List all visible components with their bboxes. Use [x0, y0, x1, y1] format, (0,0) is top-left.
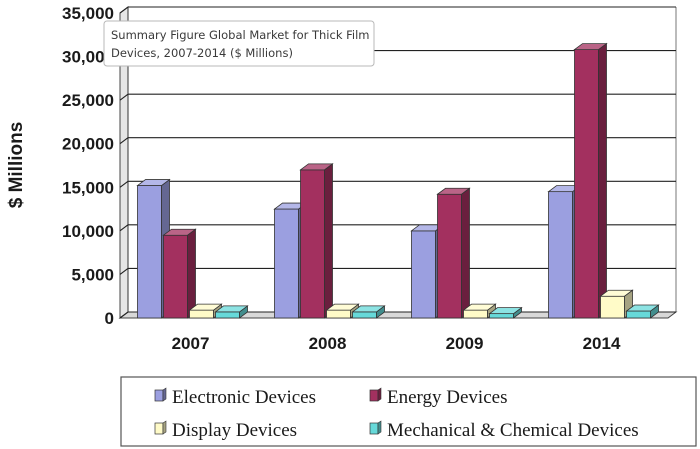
y-tick-labels: 0 5,000 10,000 15,000 20,000 25,000 30,000 35,0…	[62, 4, 114, 328]
legend-swatch	[369, 387, 382, 402]
bar	[214, 305, 249, 319]
y-tick-label: 0	[105, 309, 114, 328]
x-tick-label: 2009	[446, 334, 484, 353]
legend-swatch	[154, 387, 167, 402]
y-axis-label: $ Millions	[6, 122, 27, 209]
legend-label: Energy Devices	[387, 387, 507, 408]
x-tick-label: 2014	[583, 334, 621, 353]
bar	[351, 305, 386, 319]
bar	[599, 289, 634, 319]
gridline	[119, 6, 676, 14]
legend-item: Electronic Devices	[154, 387, 316, 408]
bar	[436, 187, 471, 319]
y-tick-label: 20,000	[62, 135, 114, 154]
legend-item: Display Devices	[154, 420, 297, 441]
gridline	[119, 180, 676, 188]
gridline	[119, 267, 676, 275]
legend-item: Energy Devices	[369, 387, 507, 408]
y-tick-label: 35,000	[62, 4, 114, 23]
y-tick-label: 25,000	[62, 91, 114, 110]
x-tick-label: 2008	[309, 334, 347, 353]
x-tick-label: 2007	[172, 334, 210, 353]
gridline	[119, 93, 676, 101]
legend-label: Display Devices	[172, 420, 297, 441]
chart-title-line-1: Summary Figure Global Market for Thick F…	[111, 28, 370, 42]
x-tick-labels: 2007 2008 2009 2014	[172, 334, 621, 353]
y-tick-label: 30,000	[62, 48, 114, 67]
legend-swatch	[154, 420, 167, 435]
legend-swatch	[369, 420, 382, 435]
legend-item: Mechanical & Chemical Devices	[369, 420, 639, 441]
bars	[136, 42, 660, 319]
y-tick-label: 10,000	[62, 222, 114, 241]
gridline	[119, 224, 676, 232]
legend: Electronic Devices Energy Devices Display …	[120, 376, 697, 447]
legend-label: Electronic Devices	[172, 387, 316, 408]
bar	[162, 228, 197, 319]
bar	[325, 303, 360, 319]
bar	[488, 306, 523, 319]
bar	[573, 42, 608, 319]
bar	[625, 304, 660, 319]
gridline	[119, 137, 676, 145]
chart-title-box: Summary Figure Global Market for Thick F…	[103, 20, 375, 67]
legend-label: Mechanical & Chemical Devices	[387, 420, 639, 441]
y-tick-label: 5,000	[71, 265, 114, 284]
bar	[462, 303, 497, 319]
y-tick-label: 15,000	[62, 178, 114, 197]
bar	[299, 163, 334, 319]
chart-title-line-2: Devices, 2007-2014 ($ Millions)	[111, 46, 293, 60]
